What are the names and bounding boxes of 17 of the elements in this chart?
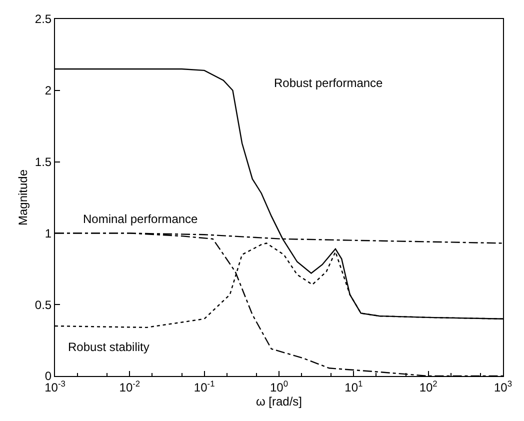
annotation: Nominal performance <box>83 212 198 226</box>
y-tick-label: 2 <box>44 84 52 98</box>
y-tick-label: 0.5 <box>34 298 52 312</box>
y-tick-label: 0 <box>44 369 52 384</box>
x-tick-label: 10$^{-2}$ <box>119 378 140 394</box>
y-tick-label: 1 <box>44 226 52 240</box>
y-tick-label: 1.5 <box>34 155 52 169</box>
y-axis-title: Magnitude <box>16 169 30 226</box>
annotation: Robust stability <box>68 340 150 354</box>
x-tick-label: 10$^{1}$ <box>344 378 364 394</box>
x-tick-label: 10$^{-1}$ <box>194 378 216 394</box>
annotation: Robust performance <box>274 76 384 90</box>
x-axis-title: ω [rad/s] <box>256 394 302 408</box>
x-tick-label: 10$^{2}$ <box>419 378 438 394</box>
x-tick-label: 10$^{3}$ <box>494 378 512 394</box>
x-tick-label: 10$^{0}$ <box>270 378 288 394</box>
y-tick-label: 2.5 <box>34 12 52 26</box>
